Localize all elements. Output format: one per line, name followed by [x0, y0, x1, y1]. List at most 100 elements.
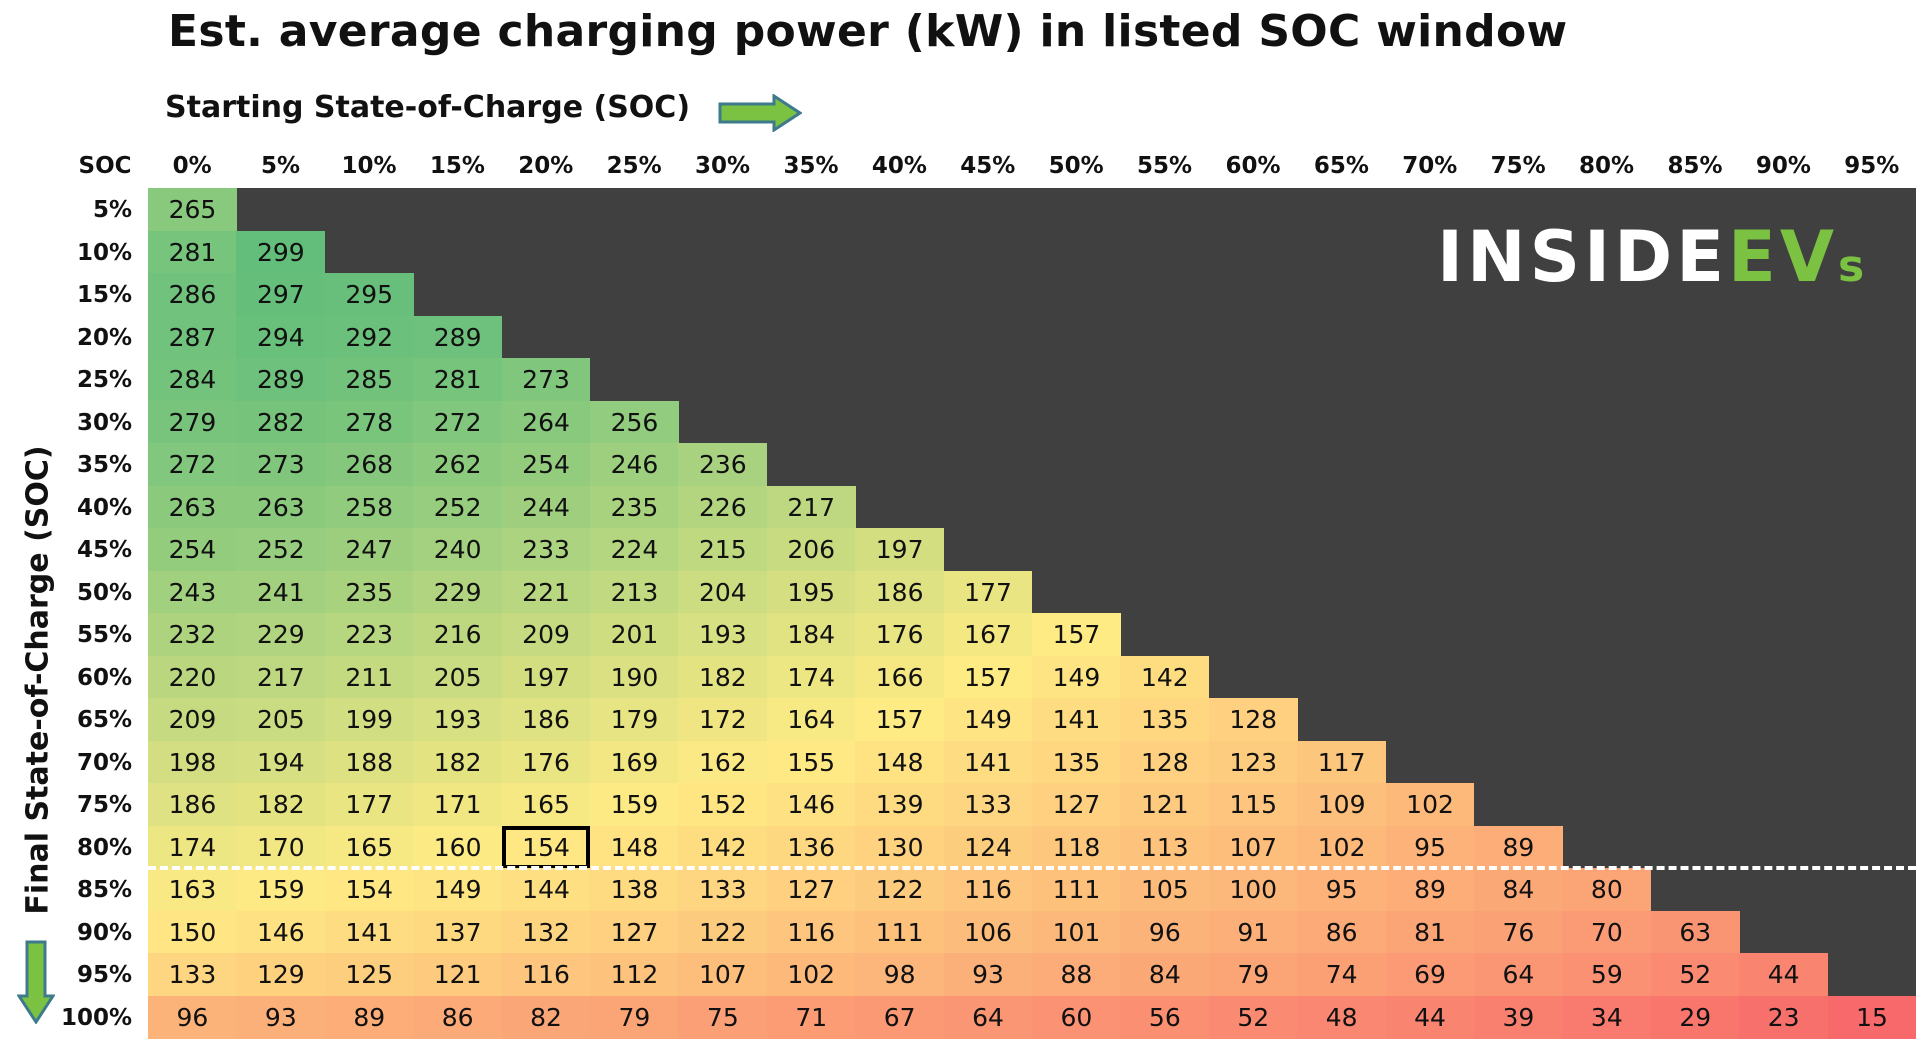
- heatmap-cell: 182: [678, 655, 768, 699]
- heatmap-cell: 229: [413, 570, 503, 614]
- heatmap-cell: 209: [148, 698, 237, 741]
- column-label: 10%: [341, 153, 397, 179]
- heatmap-cell: 281: [413, 358, 503, 401]
- heatmap-cell: 235: [590, 485, 679, 529]
- heatmap-cell: 34: [1562, 995, 1652, 1039]
- heatmap-cell: 52: [1650, 953, 1740, 996]
- heatmap-cell: 194: [236, 740, 326, 784]
- column-label: 50%: [1048, 153, 1104, 179]
- highlighted-cell: 154: [501, 825, 591, 869]
- heatmap-cell: 144: [501, 868, 591, 911]
- heatmap-cell: 197: [501, 655, 591, 699]
- heatmap-cell: 252: [413, 485, 503, 529]
- row-label: 20%: [76, 324, 132, 351]
- heatmap-cell: 133: [148, 953, 237, 996]
- heatmap-cell: 287: [148, 315, 237, 359]
- heatmap-cell: 264: [501, 400, 591, 444]
- heatmap-cell: 285: [324, 358, 414, 401]
- row-label: 70%: [76, 749, 132, 776]
- heatmap-cell: 149: [1032, 655, 1121, 699]
- heatmap-cell: 268: [324, 443, 414, 486]
- heatmap-cell: 254: [148, 528, 237, 571]
- column-label: 70%: [1402, 153, 1458, 179]
- heatmap-cell: 174: [148, 825, 237, 869]
- heatmap-cell: 89: [324, 995, 414, 1039]
- heatmap-cell: 133: [678, 868, 768, 911]
- column-label: 15%: [429, 153, 485, 179]
- right-arrow-icon: [718, 94, 802, 132]
- heatmap-cell: 122: [678, 910, 768, 954]
- heatmap-cell: 121: [1120, 783, 1210, 826]
- heatmap-cell: 281: [148, 230, 237, 274]
- heatmap-cell: 182: [413, 740, 503, 784]
- heatmap-cell: 179: [590, 698, 679, 741]
- heatmap-cell: 102: [766, 953, 856, 996]
- heatmap-cell: 150: [148, 910, 237, 954]
- heatmap-cell: 133: [943, 783, 1033, 826]
- heatmap-cell: 160: [413, 825, 503, 869]
- heatmap-cell: 198: [148, 740, 237, 784]
- heatmap-cell: 165: [324, 825, 414, 869]
- heatmap-cell: 88: [1032, 953, 1121, 996]
- heatmap-cell: 93: [236, 995, 326, 1039]
- row-label: 95%: [76, 962, 132, 988]
- logo-s-text: s: [1838, 241, 1869, 292]
- heatmap-cell: 217: [766, 485, 856, 529]
- heatmap-cell: 122: [855, 868, 945, 911]
- logo-ev-text: EV: [1728, 216, 1839, 298]
- row-label: 100%: [60, 1004, 132, 1031]
- heatmap-cell: 152: [678, 783, 768, 826]
- heatmap-cell: 115: [1208, 783, 1298, 826]
- column-label: 60%: [1225, 153, 1281, 179]
- heatmap-cell: 289: [413, 315, 503, 359]
- column-label: 35%: [783, 153, 839, 179]
- heatmap-cell: 44: [1385, 995, 1475, 1039]
- heatmap-cell: 111: [855, 910, 945, 954]
- heatmap-cell: 232: [148, 613, 237, 656]
- heatmap-cell: 172: [678, 698, 768, 741]
- heatmap-cell: 184: [766, 613, 856, 656]
- heatmap-cell: 127: [590, 910, 679, 954]
- column-label: 0%: [172, 153, 212, 179]
- heatmap-cell: 139: [855, 783, 945, 826]
- chart-title: Est. average charging power (kW) in list…: [168, 6, 1568, 57]
- down-arrow-icon: [17, 940, 55, 1024]
- row-label: 25%: [76, 367, 132, 393]
- heatmap-cell: 167: [943, 613, 1033, 656]
- heatmap-cell: 205: [236, 698, 326, 741]
- heatmap-cell: 279: [148, 400, 237, 444]
- heatmap-cell: 166: [855, 655, 945, 699]
- heatmap-cell: 186: [501, 698, 591, 741]
- heatmap-cell: 199: [324, 698, 414, 741]
- heatmap-cell: 141: [324, 910, 414, 954]
- heatmap-cell: 102: [1297, 825, 1387, 869]
- heatmap-cell: 169: [590, 740, 679, 784]
- heatmap-cell: 220: [148, 655, 237, 699]
- column-label: 90%: [1755, 153, 1811, 179]
- heatmap-cell: 292: [324, 315, 414, 359]
- heatmap-cell: 74: [1297, 953, 1387, 996]
- heatmap-cell: 76: [1474, 910, 1563, 954]
- heatmap-cell: 121: [413, 953, 503, 996]
- column-label: 30%: [695, 153, 751, 179]
- column-label: 95%: [1844, 153, 1900, 179]
- heatmap-cell: 163: [148, 868, 237, 911]
- heatmap-cell: 216: [413, 613, 503, 656]
- row-label: 30%: [76, 409, 132, 436]
- heatmap-cell: 286: [148, 273, 237, 316]
- heatmap-cell: 39: [1474, 995, 1563, 1039]
- heatmap-cell: 63: [1650, 910, 1740, 954]
- heatmap-cell: 148: [855, 740, 945, 784]
- heatmap-cell: 129: [236, 953, 326, 996]
- heatmap-cell: 273: [501, 358, 591, 401]
- heatmap-cell: 188: [324, 740, 414, 784]
- heatmap-cell: 278: [324, 400, 414, 444]
- heatmap-cell: 71: [766, 995, 856, 1039]
- heatmap-cell: 23: [1739, 995, 1829, 1039]
- heatmap-cell: 91: [1208, 910, 1298, 954]
- heatmap-cell: 67: [855, 995, 945, 1039]
- heatmap-cell: 101: [1032, 910, 1121, 954]
- heatmap-cell: 205: [413, 655, 503, 699]
- heatmap-cell: 146: [236, 910, 326, 954]
